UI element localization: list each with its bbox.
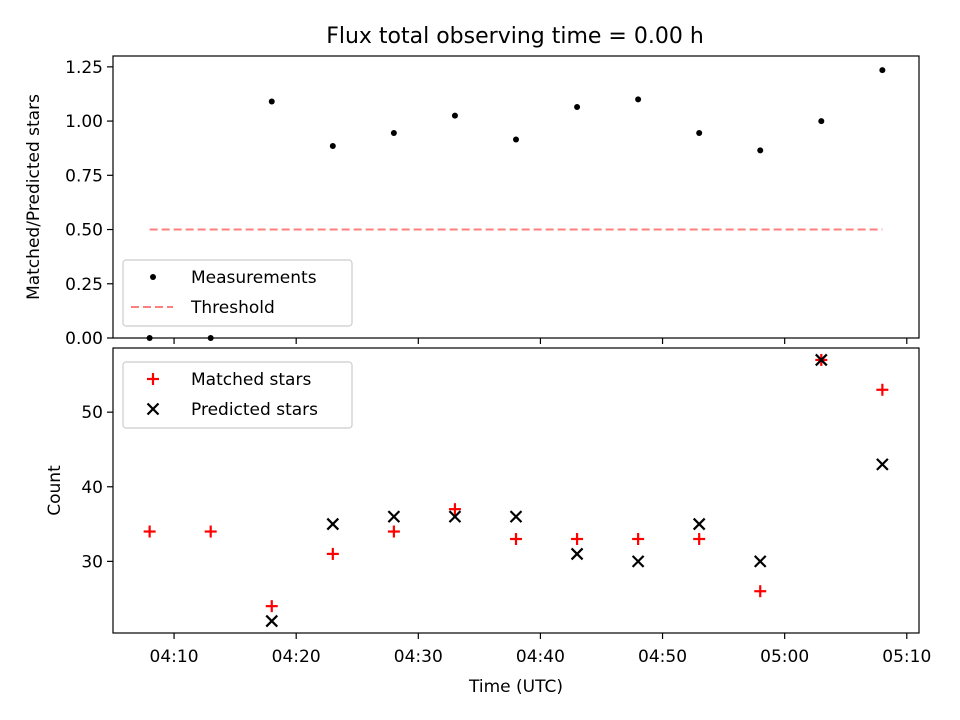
top-dot-point-8 [635,96,642,103]
top-ytick-label-1: 0.25 [65,275,103,295]
bottom-plus-point-12 [876,383,889,396]
bottom-plus-point-10 [754,585,767,598]
bottom-x-point-4-b [509,510,523,523]
bottom-ytick-label-1: 40 [81,478,103,498]
top-dot-point-7 [574,103,581,110]
bottom-x-point-4 [509,510,523,523]
bottom-x-point-10 [876,458,889,471]
xtick-label-0: 04:10 [150,647,199,667]
top-legend-swatch-0 [150,274,156,280]
top-ylabel: Matched/Predicted stars [24,94,44,300]
bottom-plus-point-3 [326,547,339,560]
bottom-x-point-8-b [753,555,767,568]
xtick-label-4: 04:50 [638,647,687,667]
bottom-x-point-2-b [387,510,401,523]
xtick-label-3: 04:40 [516,647,565,667]
top-panel: 0.00 0.25 0.50 0.75 1.00 1.25 Matched/Predicte… [24,55,920,349]
bottom-plus-point-7 [571,532,584,545]
xtick-label-5: 05:00 [760,647,809,667]
bottom-plus-point-2 [265,600,278,613]
bottom-data [143,353,889,628]
top-legend-label-0: Measurements [191,268,317,288]
bottom-plus-point-0 [143,525,156,538]
bottom-x-point-5 [570,547,584,561]
top-dot-point-12 [879,67,886,74]
bottom-x-point-9 [815,353,828,367]
bottom-legend-swatch-1 [146,402,160,416]
top-ytick-label-2: 0.50 [65,221,103,241]
bottom-x-point-0 [265,614,279,628]
bottom-x-point-6-b [631,555,645,568]
bottom-plus-point-6 [510,532,522,545]
bottom-x-point-7 [692,517,706,531]
top-dot-point-2 [268,98,275,105]
chart-title: Flux total observing time = 0.00 h [326,24,704,49]
bottom-legend-label-1: Predicted stars [191,400,318,420]
bottom-panel: 30 40 50 04:10 04:20 04:30 04:40 04:50 05:00 05:1… [45,347,931,697]
xtick-label-6: 05:10 [882,647,931,667]
bottom-x-point-2 [387,510,401,523]
xtick-label-1: 04:20 [272,647,321,667]
top-ytick-label-4: 1.00 [65,112,103,132]
bottom-legend: Matched stars Predicted stars [122,361,353,429]
bottom-x-point-1-b [326,517,340,531]
bottom-legend-swatch-1-b [146,402,160,416]
bottom-x-point-9-b [815,353,828,367]
bottom-x-point-5-b [570,547,584,561]
bottom-x-point-6 [631,555,645,568]
top-dot-point-11 [818,118,825,125]
bottom-x-point-1 [326,517,340,531]
bottom-x-point-10-b [876,458,889,471]
top-ytick-label-3: 0.75 [65,166,103,186]
bottom-ylabel: Count [45,465,65,516]
bottom-x-point-0-b [265,614,279,628]
bottom-x-point-7-b [692,517,706,531]
bottom-plus-point-9 [693,532,706,545]
bottom-x-point-8 [753,555,767,568]
bottom-plus-point-5 [448,503,461,516]
top-ytick-label-0: 0.00 [65,329,103,349]
top-dot-point-5 [451,112,458,119]
top-axes-frame [112,55,920,339]
top-dot-point-3 [329,143,336,150]
bottom-legend-swatch-0 [147,373,159,385]
bottom-legend-box [122,361,353,429]
bottom-ytick-label-2: 50 [81,403,103,423]
bottom-axes-frame [112,347,920,634]
top-dot-point-6 [513,136,519,143]
top-data [146,67,886,341]
top-dot-point-4 [390,130,397,137]
bottom-plus-point-1 [204,525,217,538]
top-ytick-label-5: 1.25 [65,58,103,78]
top-legend-box [122,259,353,327]
bottom-ytick-label-0: 30 [81,552,103,572]
top-legend-label-1: Threshold [190,298,275,318]
bottom-plus-point-8 [632,532,645,545]
top-legend: Measurements Threshold [122,259,353,327]
bottom-plus-point-4 [387,525,400,538]
bottom-x-point-3 [448,510,462,523]
top-dot-point-9 [696,130,703,137]
xlabel: Time (UTC) [468,677,563,697]
bottom-x-point-3-b [448,510,462,523]
top-dot-point-10 [757,147,764,154]
bottom-legend-label-0: Matched stars [191,370,311,390]
xtick-label-2: 04:30 [394,647,443,667]
